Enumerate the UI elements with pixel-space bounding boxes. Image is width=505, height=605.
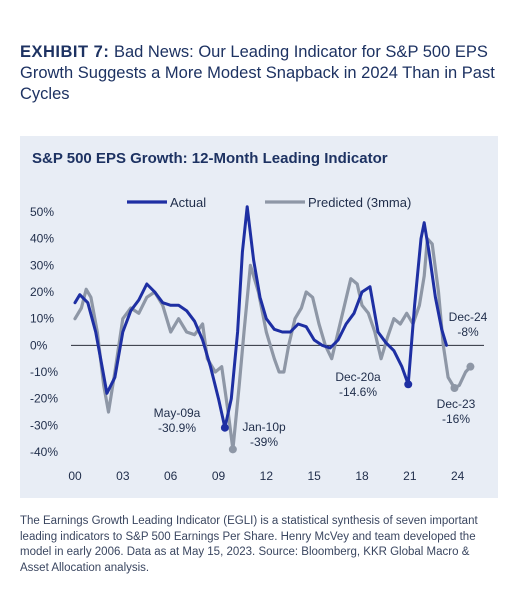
annotation-marker — [220, 423, 229, 432]
y-tick-label: -40% — [30, 445, 58, 459]
y-tick-label: -30% — [30, 418, 58, 432]
annotation-label-date: May-09a — [154, 406, 201, 420]
annotation-marker — [228, 445, 237, 454]
x-tick-label: 00 — [68, 469, 82, 483]
annotation-marker — [450, 384, 459, 392]
x-tick-label: 15 — [307, 469, 321, 483]
annotation-label-value: -14.6% — [339, 385, 377, 399]
annotation-label-date: Dec-23 — [437, 397, 476, 411]
x-tick-label: 03 — [116, 469, 130, 483]
chart-panel: S&P 500 EPS Growth: 12-Month Leading Ind… — [20, 136, 498, 498]
exhibit-heading: EXHIBIT 7: Bad News: Our Leading Indicat… — [20, 42, 495, 105]
exhibit-title: Bad News: Our Leading Indicator for S&P … — [20, 43, 495, 103]
x-tick-label: 21 — [403, 469, 417, 483]
x-tick-label: 12 — [260, 469, 274, 483]
chart-title: S&P 500 EPS Growth: 12-Month Leading Ind… — [32, 150, 388, 167]
y-tick-label: 30% — [30, 258, 54, 272]
legend-predicted-label: Predicted (3mma) — [308, 195, 411, 210]
annotation-marker — [404, 380, 413, 389]
y-tick-label: -20% — [30, 392, 58, 406]
exhibit-label: EXHIBIT 7: — [20, 43, 110, 61]
annotation-label-value: -16% — [442, 412, 470, 426]
predicted-series-line — [73, 237, 472, 451]
x-tick-label: 09 — [212, 469, 226, 483]
y-tick-label: -10% — [30, 365, 58, 379]
y-tick-label: 0% — [30, 338, 48, 352]
annotation-label-value: -30.9% — [158, 421, 196, 435]
eps-growth-chart: -40% -30% -20% -10% 0% 10% 20% 30% 40% 50% 00 03 06 0… — [30, 195, 488, 483]
annotation-marker — [466, 362, 475, 371]
y-tick-label: 20% — [30, 285, 54, 299]
annotation-label-date: Dec-24 — [449, 310, 488, 324]
annotation-label-date: Jan-10p — [242, 420, 286, 434]
legend-actual-label: Actual — [170, 195, 206, 210]
y-tick-label: 40% — [30, 232, 54, 246]
x-tick-label: 24 — [451, 469, 465, 483]
source-caption: The Earnings Growth Leading Indicator (E… — [20, 515, 478, 574]
x-tick-label: 18 — [355, 469, 369, 483]
actual-series-line — [73, 205, 448, 430]
y-tick-label: 50% — [30, 205, 54, 219]
x-tick-label: 06 — [164, 469, 178, 483]
annotation-label-value: -39% — [250, 435, 278, 449]
annotation-label-date: Dec-20a — [335, 370, 381, 384]
annotation-label-value: -8% — [457, 325, 479, 339]
y-tick-label: 10% — [30, 312, 54, 326]
